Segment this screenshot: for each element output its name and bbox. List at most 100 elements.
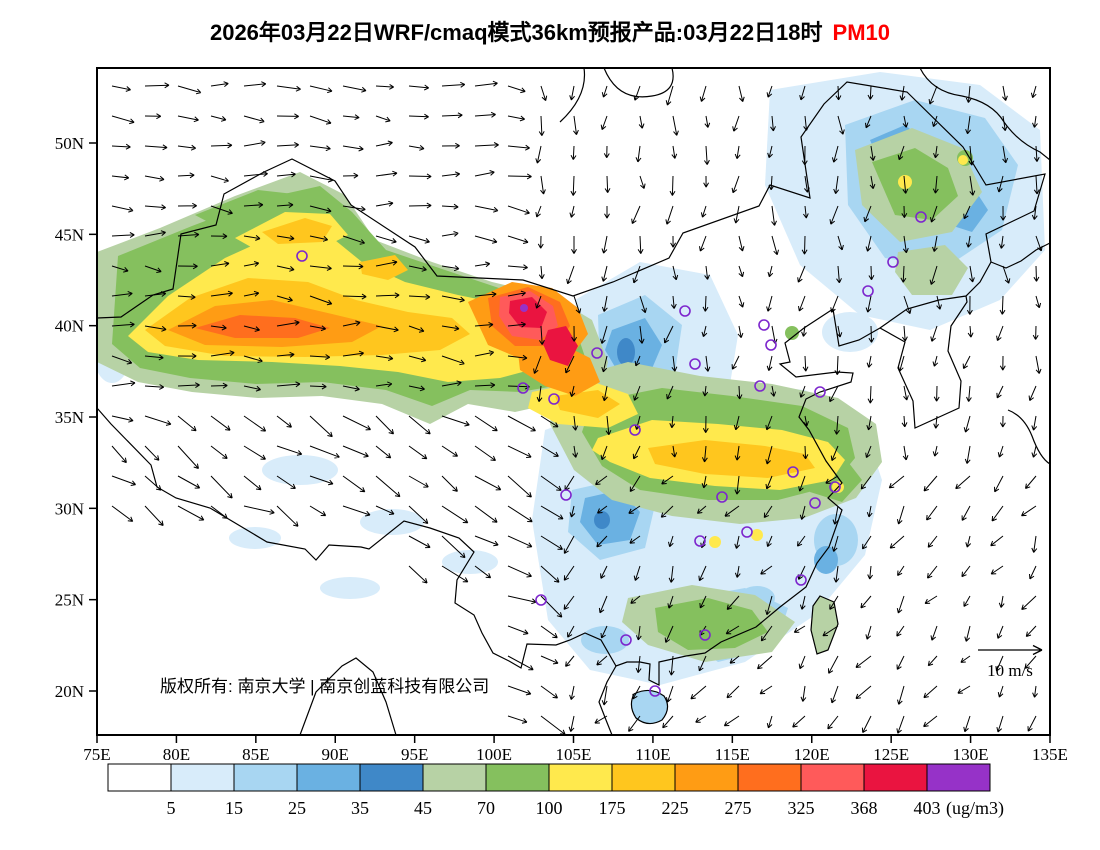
city-marker <box>689 358 701 370</box>
longitude-axis: 75E 80E 85E 90E 95E 100E 105E 110E 115E 120E 125E 1… <box>83 735 1068 764</box>
colorbar-segment <box>422 763 487 792</box>
city-marker <box>679 305 691 317</box>
colorbar-tick-label: 35 <box>351 798 369 818</box>
wind-scale-legend: 10 m/s <box>978 644 1043 680</box>
lat-label: 20N <box>55 682 84 701</box>
colorbar-segment <box>233 763 298 792</box>
korea-coastline <box>879 295 968 429</box>
city-marker <box>629 424 641 436</box>
lat-label: 40N <box>55 317 84 336</box>
city-marker <box>809 497 821 509</box>
lat-label: 35N <box>55 408 84 427</box>
city-marker <box>620 634 632 646</box>
colorbar-tick-label: 5 <box>167 798 176 818</box>
colorbar-tick-label: 175 <box>599 798 626 818</box>
city-marker <box>560 489 572 501</box>
latitude-axis: 50N 45N 40N 35N 30N 25N 20N <box>55 134 97 701</box>
city-marker <box>741 526 753 538</box>
city-marker <box>517 382 529 394</box>
colorbar-tick-label: 403 <box>914 798 941 818</box>
lon-label: 130E <box>953 745 989 764</box>
lon-label: 75E <box>83 745 110 764</box>
colorbar-segment <box>611 763 676 792</box>
city-marker <box>758 319 770 331</box>
city-marker <box>649 685 661 697</box>
title-main: 2026年03月22日WRF/cmaq模式36km预报产品:03月22日18时 <box>210 20 823 45</box>
lon-label: 115E <box>715 745 750 764</box>
colorbar-segment <box>359 763 424 792</box>
city-marker <box>787 466 799 478</box>
lon-label: 100E <box>476 745 512 764</box>
lon-label: 135E <box>1032 745 1068 764</box>
page-title: 2026年03月22日WRF/cmaq模式36km预报产品:03月22日18时 P… <box>210 20 890 45</box>
contour-level-purple <box>520 304 528 312</box>
colorbar-tick-label: 100 <box>536 798 563 818</box>
colorbar-segment <box>926 763 991 792</box>
colorbar-tick-label: 15 <box>225 798 243 818</box>
city-marker <box>887 256 899 268</box>
lat-label: 25N <box>55 591 84 610</box>
lat-label: 50N <box>55 134 84 153</box>
taiwan-island <box>810 595 839 655</box>
wind-arrow-field <box>111 80 1043 735</box>
colorbar: 5 15 25 35 45 70 100 175 225 275 325 368 403 <box>107 763 991 818</box>
wind-scale-arrow <box>978 644 1043 656</box>
city-marker <box>862 285 874 297</box>
colorbar-segment <box>800 763 865 792</box>
japan-coastline <box>1007 409 1050 465</box>
colorbar-tick-label: 368 <box>851 798 878 818</box>
lon-label: 110E <box>635 745 670 764</box>
colorbar-tick-label: 25 <box>288 798 306 818</box>
city-marker <box>915 211 927 223</box>
city-marker <box>296 250 308 262</box>
colorbar-unit: (ug/m3) <box>946 798 1004 819</box>
china-border <box>97 81 1046 686</box>
lon-label: 90E <box>322 745 349 764</box>
lon-label: 80E <box>163 745 190 764</box>
city-marker <box>716 491 728 503</box>
lon-label: 120E <box>794 745 830 764</box>
colorbar-tick-label: 70 <box>477 798 495 818</box>
city-marker <box>548 393 560 405</box>
siberia-river-2 <box>603 68 674 98</box>
wind-vector-field <box>111 80 1043 735</box>
colorbar-segment <box>296 763 361 792</box>
colorbar-tick-label: 45 <box>414 798 432 818</box>
city-marker <box>795 574 807 586</box>
city-marker <box>694 535 706 547</box>
colorbar-segment <box>737 763 802 792</box>
colorbar-segment <box>674 763 739 792</box>
lat-label: 45N <box>55 225 84 244</box>
colorbar-tick-label: 325 <box>788 798 815 818</box>
colorbar-tick-label: 275 <box>725 798 752 818</box>
city-marker <box>591 347 603 359</box>
title-pollutant: PM10 <box>833 20 890 45</box>
city-marker <box>829 481 841 493</box>
city-markers <box>296 211 927 697</box>
hainan-island <box>630 689 669 725</box>
city-marker <box>765 339 777 351</box>
colorbar-segment <box>485 763 550 792</box>
pm10-concentration-field <box>97 72 1045 685</box>
copyright-text: 版权所有: 南京大学 | 南京创蓝科技有限公司 <box>160 677 489 696</box>
colorbar-segment <box>548 763 613 792</box>
okhotsk-coastline <box>919 68 1050 161</box>
lon-label: 85E <box>242 745 269 764</box>
colorbar-tick-label: 225 <box>662 798 689 818</box>
city-marker <box>535 594 547 606</box>
bay-of-bengal-coastline <box>299 657 397 735</box>
wind-scale-label: 10 m/s <box>987 661 1033 680</box>
coastlines-borders <box>97 68 1050 735</box>
colorbar-segment <box>863 763 928 792</box>
siberia-river-1 <box>559 68 586 123</box>
city-marker <box>814 386 826 398</box>
lon-label: 105E <box>556 745 592 764</box>
city-marker <box>699 629 711 641</box>
lon-label: 125E <box>873 745 909 764</box>
colorbar-segment <box>107 763 172 792</box>
city-marker <box>754 380 766 392</box>
lon-label: 95E <box>401 745 428 764</box>
colorbar-segment <box>170 763 235 792</box>
